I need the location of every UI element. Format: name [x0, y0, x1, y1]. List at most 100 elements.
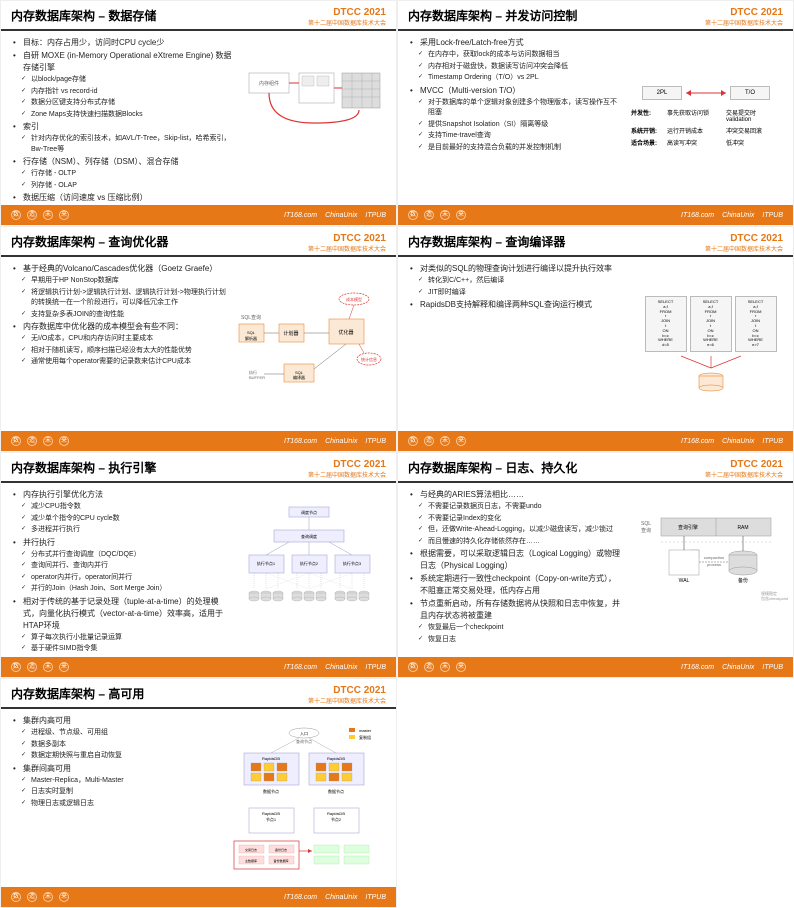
dtcc-logo: DTCC 2021 第十二届中国数据库技术大会 [705, 7, 783, 27]
slide-title: 内存数据库架构 – 执行引擎 [11, 459, 156, 476]
bullet-item: 进程级、节点级、可用组 [13, 728, 216, 739]
footer-brands: IT168.comChinaUnixITPUB [284, 212, 386, 219]
footer-brands: IT168.comChinaUnixITPUB [681, 664, 783, 671]
slide-header: 内存数据库架构 – 查询编译器 DTCC 2021 第十二届中国数据库技术大会 [398, 227, 793, 257]
slide-content: 内存执行引擎优化方法减少CPU指令数减少单个指令的CPU cycle数多进程并行… [1, 483, 396, 657]
slide-diagram: SQL查询 查询引擎RAM WAL 备份 compactionprocess 规… [631, 489, 781, 651]
slide-footer: 数造未来 IT168.comChinaUnixITPUB [398, 205, 793, 225]
bullet-item: 并行执行 [13, 537, 226, 549]
slide-header: 内存数据库架构 – 数据存储 DTCC 2021 第十二届中国数据库技术大会 [1, 1, 396, 31]
bullet-item: RapidsDB支持解释和编译两种SQL查询运行模式 [410, 299, 632, 311]
svg-text:内存组件: 内存组件 [259, 80, 279, 87]
footer-brands: IT168.comChinaUnixITPUB [681, 212, 783, 219]
bullet-item: Zone Maps支持快速扫描数据Blocks [13, 110, 235, 121]
dtcc-logo: DTCC 2021 第十二届中国数据库技术大会 [308, 459, 386, 479]
svg-text:查询引擎: 查询引擎 [678, 524, 698, 531]
bullet-item: JIT即时编译 [410, 288, 632, 299]
slide-footer: 数造未来 IT168.comChinaUnixITPUB [1, 657, 396, 677]
slide-diagram: 内存组件 [243, 37, 384, 199]
bullet-item: 但，还做Write-Ahead-Logging，以减少磁盘读写，减少锁过 [410, 525, 623, 536]
bullet-item: 针对内存优化的索引技术，如AVL/T-Tree，Skip-list，哈希索引，B… [13, 134, 235, 155]
slide-title: 内存数据库架构 – 数据存储 [11, 7, 156, 24]
bullet-item: 支持复杂多表JOIN的查询性能 [13, 310, 226, 321]
svg-text:数据节点: 数据节点 [263, 788, 279, 794]
bullet-item: 早期用于HP NonStop数据库 [13, 276, 226, 287]
bullet-item: 转化到C/C++，然后编译 [410, 276, 632, 287]
bullet-item: 自研 MOXE (in-Memory Operational eXtreme E… [13, 50, 235, 74]
slide-diagram: 调度节点 查询调度 执行节点1 执行节点2 执行节点3 [234, 489, 384, 651]
bullet-item: 内存相对于磁盘快，数据读写访问冲突会降低 [410, 62, 623, 73]
bullet-item: 日志实时复制 [13, 787, 216, 798]
slide-title: 内存数据库架构 – 查询编译器 [408, 233, 565, 250]
bullet-item: Timestamp Ordering（T/O）vs 2PL [410, 73, 623, 84]
svg-text:执行节点2: 执行节点2 [300, 560, 319, 566]
svg-text:RapidsDB: RapidsDB [327, 756, 345, 761]
slide-content: 与经典的ARIES算法相比……不需要记录数据页日志，不需要undo不需要记录In… [398, 483, 793, 657]
footer-slogan: 数造未来 [11, 436, 69, 446]
svg-text:复制组: 复制组 [359, 734, 371, 740]
bullet-item: 系统定期进行一致性checkpoint（Copy-on-write方式），不阻塞… [410, 573, 623, 597]
svg-text:SQL: SQL [247, 330, 256, 335]
slide: 内存数据库架构 – 查询编译器 DTCC 2021 第十二届中国数据库技术大会 … [397, 226, 794, 452]
svg-text:备份日志: 备份日志 [275, 847, 287, 852]
bullet-item: 数据多副本 [13, 740, 216, 751]
slide-header: 内存数据库架构 – 查询优化器 DTCC 2021 第十二届中国数据库技术大会 [1, 227, 396, 257]
slide-header: 内存数据库架构 – 执行引擎 DTCC 2021 第十二届中国数据库技术大会 [1, 453, 396, 483]
slide-content: 对类似的SQL的物理查询计划进行编译以提升执行效率转化到C/C++，然后编译JI… [398, 257, 793, 431]
svg-text:数据节点: 数据节点 [328, 788, 344, 794]
bullet-item: 索引 [13, 121, 235, 133]
footer-slogan: 数造未来 [11, 892, 69, 902]
dtcc-logo: DTCC 2021 第十二届中国数据库技术大会 [308, 7, 386, 27]
bullet-item: 算子每次执行小批量记录运算 [13, 633, 226, 644]
bullet-item: 内存指针 vs record-id [13, 87, 235, 98]
bullet-item: 分布式并行查询调度（DQC/DQE） [13, 550, 226, 561]
svg-text:节点1: 节点1 [266, 816, 277, 822]
slide: 内存数据库架构 – 并发访问控制 DTCC 2021 第十二届中国数据库技术大会… [397, 0, 794, 226]
svg-text:统计信息: 统计信息 [361, 356, 377, 362]
footer-brands: IT168.comChinaUnixITPUB [284, 438, 386, 445]
bullet-item: 是目前最好的支持混合负载的并发控制机制 [410, 143, 623, 154]
slide: 内存数据库架构 – 日志、持久化 DTCC 2021 第十二届中国数据库技术大会… [397, 452, 794, 678]
svg-text:执行节点3: 执行节点3 [343, 560, 362, 566]
svg-text:RapidsDB: RapidsDB [262, 811, 280, 816]
bullet-item: Master-Replica，Multi-Master [13, 776, 216, 787]
bullet-item: 恢复日志 [410, 635, 623, 646]
svg-text:SQL: SQL [641, 521, 651, 527]
svg-text:交易日志: 交易日志 [245, 847, 257, 852]
bullet-item: 而且慢速的持久化存储依然存在…… [410, 537, 623, 548]
bullet-list: 基于经典的Volcano/Cascades优化器（Goetz Graefe）早期… [13, 263, 226, 425]
slide-diagram: 2PL T/O 并发性:事先获取访问锁交易提交时validation系统开销:运… [631, 37, 781, 199]
bullet-item: 相对于随机读写，顺序扫描已经没有太大的性能优势 [13, 346, 226, 357]
bullet-item: 查询间并行、查询内并行 [13, 561, 226, 572]
dtcc-logo: DTCC 2021 第十二届中国数据库技术大会 [705, 459, 783, 479]
bullet-item: 以block/page存储 [13, 75, 235, 86]
bullet-item: 行存储（NSM）、列存储（DSM）、混合存储 [13, 156, 235, 168]
slide-title: 内存数据库架构 – 高可用 [11, 685, 144, 702]
svg-text:包含checkpoint: 包含checkpoint [761, 595, 789, 601]
bullet-item: 相对于传统的基于记录处理（tuple-at-a-time）的处理模式，向量化执行… [13, 596, 226, 632]
footer-brands: IT168.comChinaUnixITPUB [284, 894, 386, 901]
svg-text:成本模型: 成本模型 [346, 296, 362, 302]
svg-text:master: master [359, 728, 372, 733]
slide-footer: 数造未来 IT168.comChinaUnixITPUB [1, 887, 396, 907]
bullet-item: 支持Time-travel查询 [410, 131, 623, 142]
svg-text:RapidsDB: RapidsDB [327, 811, 345, 816]
bullet-item: 基于硬件SIMD指令集 [13, 644, 226, 655]
bullet-item: 根据需要，可以采取逻辑日志（Logical Logging）或物理日志（Phys… [410, 548, 623, 572]
svg-text:编译器: 编译器 [293, 374, 305, 380]
slide-title: 内存数据库架构 – 查询优化器 [11, 233, 168, 250]
bullet-item: 集群间高可用 [13, 763, 216, 775]
slide-footer: 数造未来 IT168.comChinaUnixITPUB [1, 205, 396, 225]
bullet-item: 将逻辑执行计划->逻辑执行计划、逻辑执行计划->物理执行计划的转换统一在一个阶段… [13, 288, 226, 309]
svg-text:查询: 查询 [641, 527, 651, 534]
svg-text:执行节点1: 执行节点1 [257, 560, 276, 566]
bullet-item: 目标：内存占用少，访问时CPU cycle少 [13, 37, 235, 49]
slide: 内存数据库架构 – 高可用 DTCC 2021 第十二届中国数据库技术大会 集群… [0, 678, 397, 908]
bullet-list: 目标：内存占用少，访问时CPU cycle少自研 MOXE (in-Memory… [13, 37, 235, 199]
slide-diagram: SELECTa,fFROMrJOINtONb=cWHEREd=5SELECTa,… [640, 263, 781, 425]
bullet-item: operator内并行，operator间并行 [13, 573, 226, 584]
footer-slogan: 数造未来 [408, 662, 466, 672]
bullet-item: 数据分区键支持分布式存储 [13, 98, 235, 109]
svg-text:备份: 备份 [738, 577, 748, 584]
bullet-list: 与经典的ARIES算法相比……不需要记录数据页日志，不需要undo不需要记录In… [410, 489, 623, 651]
